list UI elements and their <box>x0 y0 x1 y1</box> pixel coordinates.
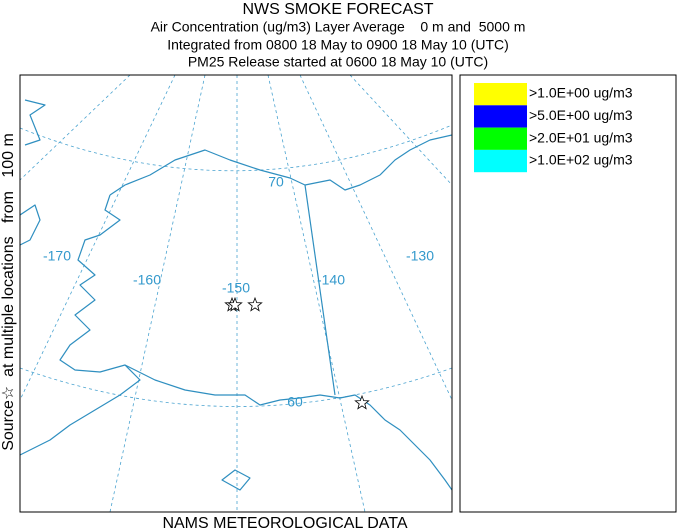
latitude-label: 70 <box>268 174 284 190</box>
legend-swatch <box>474 83 527 106</box>
source-markers <box>224 296 370 410</box>
map: -170 -160 -150 -140 -130 70 60 <box>19 74 453 513</box>
parallel <box>20 124 452 172</box>
meridian <box>349 75 452 186</box>
legend-swatch <box>474 149 527 173</box>
legend-label: >2.0E+01 ug/m3 <box>529 129 633 145</box>
border <box>304 184 336 396</box>
meridian <box>20 75 176 401</box>
source-star <box>227 296 243 312</box>
map-frame <box>19 74 453 513</box>
source-star <box>354 394 370 410</box>
legend-label: >1.0E+00 ug/m3 <box>529 85 633 101</box>
latitude-label: 60 <box>287 394 303 410</box>
island <box>221 469 251 491</box>
subtitle: PM25 Release started at 0600 18 May 10 (… <box>188 54 488 70</box>
coastline <box>124 364 452 491</box>
longitude-label: -140 <box>317 272 345 288</box>
legend-label: >1.0E+02 ug/m3 <box>529 152 633 168</box>
parallel <box>20 367 452 407</box>
meridian <box>20 75 131 181</box>
coastline <box>24 99 46 146</box>
footer: NAMS METEOROLOGICAL DATA <box>162 515 407 532</box>
meridian <box>109 75 206 512</box>
source-star <box>247 296 263 312</box>
legend-label: >5.0E+00 ug/m3 <box>529 107 633 123</box>
longitude-label: -170 <box>43 248 71 264</box>
title: NWS SMOKE FORECAST <box>242 1 433 18</box>
legend-swatch <box>474 105 527 128</box>
coastline <box>20 194 141 456</box>
coastline <box>20 204 41 246</box>
longitude-label: -150 <box>222 280 250 296</box>
legend: >1.0E+00 ug/m3 >5.0E+00 ug/m3 >2.0E+01 ug/… <box>474 83 633 173</box>
legend-swatch <box>474 127 527 150</box>
subtitle: Integrated from 0800 18 May to 0900 18 M… <box>167 37 509 53</box>
longitude-label: -130 <box>406 248 434 264</box>
longitude-label: -160 <box>133 272 161 288</box>
meridian <box>267 75 366 512</box>
legend-frame <box>459 74 677 513</box>
subtitle: Air Concentration (ug/m3) Layer Average … <box>151 19 526 35</box>
side-label: Source☆ at multiple locations from 100 m <box>0 133 17 451</box>
